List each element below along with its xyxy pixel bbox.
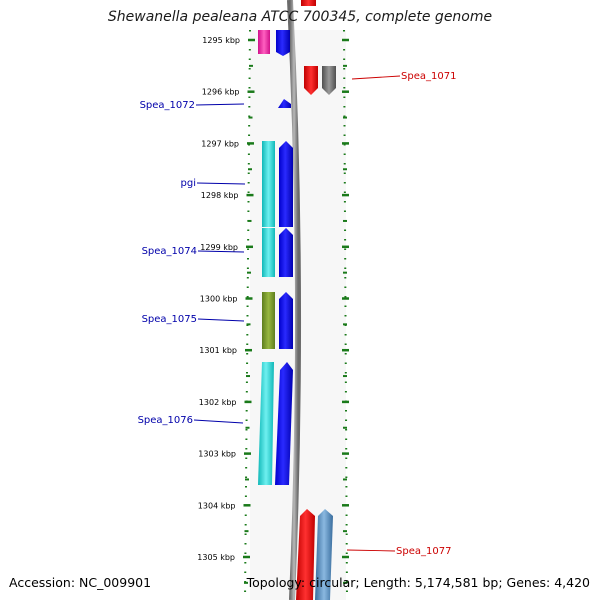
gene-label-left: Spea_1074 — [142, 246, 197, 257]
gene-label-left: pgi — [181, 178, 196, 189]
gene-block-spea-1074 — [262, 228, 275, 277]
topology-text: Topology: circular; Length: 5,174,581 bp… — [246, 575, 590, 590]
gene-label-left: Spea_1072 — [140, 100, 195, 111]
genome-backbone — [287, 0, 302, 601]
gene-block-pink — [258, 30, 270, 54]
ruler-tick-label: 1303 kbp — [198, 450, 236, 459]
gene-leader-line-left — [197, 318, 245, 322]
ruler-tick-label: 1298 kbp — [201, 191, 239, 200]
ruler-tick-label: 1299 kbp — [200, 243, 238, 252]
ruler-tick-label: 1304 kbp — [198, 501, 236, 510]
gene-leader-line-left — [197, 250, 245, 253]
genome-title: Shewanella pealeana ATCC 700345, complet… — [107, 9, 493, 25]
gene-block-pgi-upper — [262, 141, 275, 227]
ruler-tick-label: 1300 kbp — [200, 295, 238, 304]
gene-arrow-spea-1075 — [279, 292, 293, 349]
gene-arrow-pgi — [279, 141, 293, 227]
ruler-ticks: 1295 kbp 1296 kbp 1297 kbp 1298 kbp 1299 kbp… — [197, 36, 349, 584]
inner-track-boundary — [244, 29, 251, 601]
gene-label-left: Spea_1075 — [142, 314, 197, 325]
ruler-tick-label: 1305 kbp — [197, 553, 235, 562]
gene-arrow-spea-1077 — [296, 509, 315, 600]
accession-text: Accession: NC_009901 — [9, 575, 152, 590]
gene-arrow-gray — [322, 66, 336, 95]
gene-block-spea-1076 — [258, 362, 274, 485]
gene-label-right: Spea_1077 — [396, 546, 451, 557]
gene-leader-line-left — [193, 419, 244, 424]
gene-arrow-spea-1074 — [279, 228, 293, 277]
gene-arrow-top — [276, 30, 290, 56]
ruler-tick-label: 1302 kbp — [199, 398, 237, 407]
gene-label-left: Spea_1076 — [138, 415, 193, 426]
ruler-tick-label: 1301 kbp — [199, 346, 237, 355]
ruler-tick-label: 1296 kbp — [202, 88, 240, 97]
ruler-tick-label: 1295 kbp — [202, 36, 240, 45]
gene-leader-line-left — [196, 182, 246, 185]
gene-arrow-steel — [315, 509, 333, 600]
ruler-tick-label: 1297 kbp — [201, 139, 239, 148]
gene-arrow-spea-1071 — [304, 66, 318, 95]
gene-leader-line-left — [195, 103, 245, 106]
gene-leader-line-right — [351, 75, 401, 80]
gene-label-right: Spea_1071 — [401, 71, 456, 82]
right-gene-labels: Spea_1071 Spea_1077 — [346, 71, 456, 557]
gene-arrow-spea-1072 — [278, 99, 291, 108]
gene-block-top-red — [301, 0, 316, 6]
gene-block-spea-1075 — [262, 292, 275, 349]
gene-arrow-spea-1076 — [275, 362, 293, 485]
gene-leader-line-right — [346, 549, 396, 552]
